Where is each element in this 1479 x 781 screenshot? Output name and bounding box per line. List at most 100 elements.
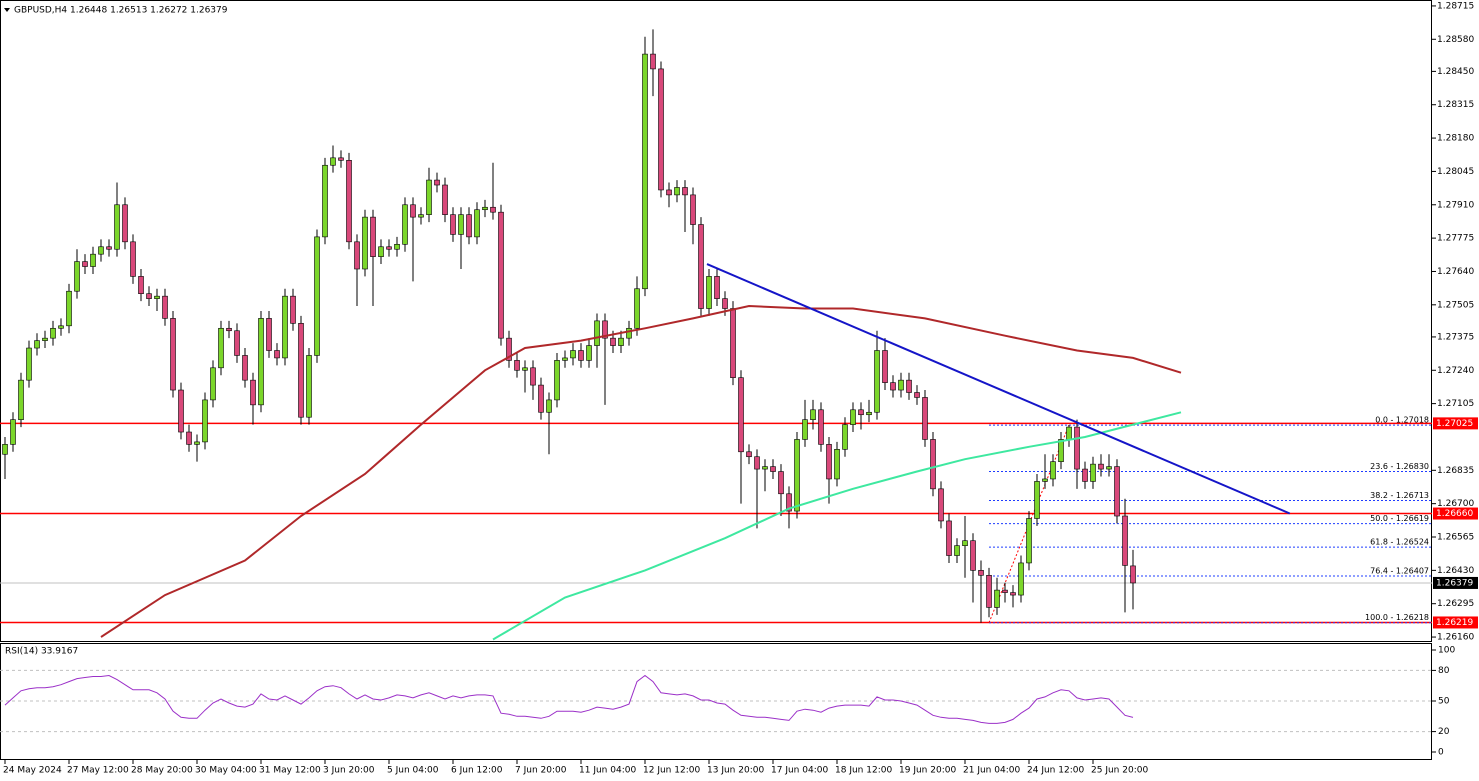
- candle-body: [930, 439, 936, 490]
- candle-body: [722, 298, 728, 309]
- candle-body: [1122, 515, 1128, 566]
- candle-body: [922, 397, 928, 440]
- candle-body: [954, 545, 960, 556]
- y-tick-label: 1.27640: [1437, 267, 1474, 277]
- candle-body: [226, 327, 232, 332]
- candle-body: [530, 367, 536, 386]
- x-tick-label: 24 May 2024: [3, 766, 62, 776]
- candle-body: [610, 337, 616, 346]
- candle-body: [210, 367, 216, 401]
- y-tick-label: 1.27910: [1437, 200, 1474, 210]
- candle-body: [570, 350, 576, 359]
- x-tick-label: 21 Jun 04:00: [963, 766, 1020, 776]
- candle-body: [970, 540, 976, 571]
- y-tick-label: 1.27775: [1437, 234, 1474, 244]
- moving-average: [100, 304, 1182, 638]
- candle-body: [394, 243, 400, 250]
- candle-body: [514, 360, 520, 371]
- x-tick-label: 5 Jun 04:00: [387, 766, 439, 776]
- x-tick-label: 19 Jun 20:00: [899, 766, 956, 776]
- candle-body: [994, 589, 1000, 608]
- candle-body: [1018, 562, 1024, 596]
- candle-body: [762, 466, 768, 470]
- candle-body: [874, 350, 880, 413]
- candle-body: [682, 187, 688, 196]
- candle-body: [650, 53, 656, 70]
- y-tick-label: 1.28315: [1437, 100, 1474, 110]
- candle-body: [546, 399, 552, 413]
- candle-body: [282, 295, 288, 359]
- candle-body: [418, 214, 424, 218]
- bid-label: 1.26379: [1436, 578, 1473, 588]
- candle-body: [274, 350, 280, 359]
- fib-label: 100.0 - 1.26218: [1365, 613, 1429, 622]
- fib-label: 76.4 - 1.26407: [1370, 567, 1429, 576]
- candle-body: [218, 327, 224, 369]
- y-tick-label: 1.27375: [1437, 332, 1474, 342]
- candle-body: [98, 246, 104, 255]
- fib-label: 38.2 - 1.26713: [1370, 491, 1429, 500]
- candle-body: [914, 392, 920, 398]
- y-tick-label: 1.28045: [1437, 167, 1474, 177]
- candle-body: [986, 574, 992, 608]
- candle-body: [138, 276, 144, 294]
- rsi-line: [4, 674, 1134, 724]
- candle-body: [898, 379, 904, 391]
- candle-body: [642, 53, 648, 290]
- candle-body: [202, 399, 208, 443]
- candle-body: [810, 409, 816, 420]
- candle-body: [538, 384, 544, 413]
- fib-label: 0.0 - 1.27018: [1375, 416, 1429, 425]
- y-tick-label: 1.26700: [1437, 499, 1474, 509]
- chart-title: GBPUSD,H4 1.26448 1.26513 1.26272 1.2637…: [14, 6, 228, 16]
- candle-body: [1042, 478, 1048, 482]
- candle-body: [146, 293, 152, 299]
- candle-body: [946, 520, 952, 556]
- candle-body: [442, 184, 448, 215]
- candle-body: [858, 409, 864, 416]
- candle-body: [802, 419, 808, 440]
- candle-body: [482, 206, 488, 211]
- candle-body: [474, 209, 480, 238]
- y-tick-label: 1.26835: [1437, 466, 1474, 476]
- x-tick-label: 18 Jun 12:00: [835, 766, 892, 776]
- candle-body: [26, 347, 32, 381]
- candle-body: [586, 345, 592, 361]
- candle-body: [50, 327, 56, 339]
- y-tick-label: 1.28580: [1437, 35, 1474, 45]
- candle-body: [322, 164, 328, 238]
- candle-body: [330, 157, 336, 166]
- y-tick-label: 1.27105: [1437, 399, 1474, 409]
- candle-body: [906, 379, 912, 393]
- candle-body: [434, 179, 440, 186]
- candle-body: [1034, 481, 1040, 519]
- x-tick-label: 3 Jun 20:00: [323, 766, 375, 776]
- bid-label-box: [1433, 576, 1478, 589]
- candle-body: [1010, 592, 1016, 596]
- candle-body: [402, 204, 408, 245]
- candle-body: [834, 449, 840, 480]
- candle-body: [2, 444, 8, 455]
- menu-icon: [4, 8, 10, 12]
- candle-body: [1002, 589, 1008, 593]
- x-tick-label: 13 Jun 20:00: [707, 766, 764, 776]
- rsi-tick-label: 100: [1438, 646, 1455, 656]
- candle-body: [1130, 565, 1136, 584]
- candle-body: [130, 241, 136, 277]
- candle-body: [466, 214, 472, 238]
- candle-body: [738, 377, 744, 453]
- candle-body: [1106, 466, 1112, 470]
- candle-body: [10, 419, 16, 445]
- candle-body: [778, 471, 784, 495]
- candle-body: [266, 318, 272, 351]
- candle-body: [698, 224, 704, 309]
- price-panel: [0, 0, 1432, 642]
- fib-anchor-line: [988, 424, 1070, 623]
- candle-body: [74, 261, 80, 292]
- x-tick-label: 7 Jun 20:00: [515, 766, 567, 776]
- candle-body: [714, 276, 720, 299]
- candle-body: [42, 337, 48, 341]
- x-tick-label: 31 May 12:00: [259, 766, 321, 776]
- candle-body: [458, 214, 464, 235]
